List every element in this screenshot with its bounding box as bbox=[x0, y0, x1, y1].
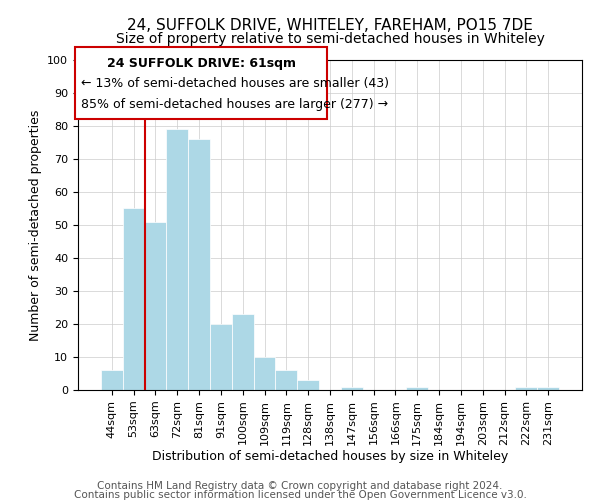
X-axis label: Distribution of semi-detached houses by size in Whiteley: Distribution of semi-detached houses by … bbox=[152, 450, 508, 464]
Bar bbox=[101, 370, 123, 390]
Bar bbox=[123, 208, 145, 390]
Bar bbox=[210, 324, 232, 390]
Bar bbox=[254, 357, 275, 390]
Bar bbox=[537, 386, 559, 390]
Bar bbox=[406, 386, 428, 390]
Text: 24, SUFFOLK DRIVE, WHITELEY, FAREHAM, PO15 7DE: 24, SUFFOLK DRIVE, WHITELEY, FAREHAM, PO… bbox=[127, 18, 533, 32]
Bar bbox=[145, 222, 166, 390]
Bar bbox=[515, 386, 537, 390]
Text: 85% of semi-detached houses are larger (277) →: 85% of semi-detached houses are larger (… bbox=[80, 98, 388, 111]
Bar bbox=[166, 130, 188, 390]
Text: Contains public sector information licensed under the Open Government Licence v3: Contains public sector information licen… bbox=[74, 490, 526, 500]
Y-axis label: Number of semi-detached properties: Number of semi-detached properties bbox=[29, 110, 42, 340]
Text: 24 SUFFOLK DRIVE: 61sqm: 24 SUFFOLK DRIVE: 61sqm bbox=[107, 56, 296, 70]
FancyBboxPatch shape bbox=[76, 47, 328, 120]
Bar bbox=[275, 370, 297, 390]
Bar bbox=[188, 139, 210, 390]
Text: Size of property relative to semi-detached houses in Whiteley: Size of property relative to semi-detach… bbox=[116, 32, 544, 46]
Text: ← 13% of semi-detached houses are smaller (43): ← 13% of semi-detached houses are smalle… bbox=[80, 76, 389, 90]
Bar bbox=[297, 380, 319, 390]
Bar bbox=[341, 386, 363, 390]
Bar bbox=[232, 314, 254, 390]
Text: Contains HM Land Registry data © Crown copyright and database right 2024.: Contains HM Land Registry data © Crown c… bbox=[97, 481, 503, 491]
